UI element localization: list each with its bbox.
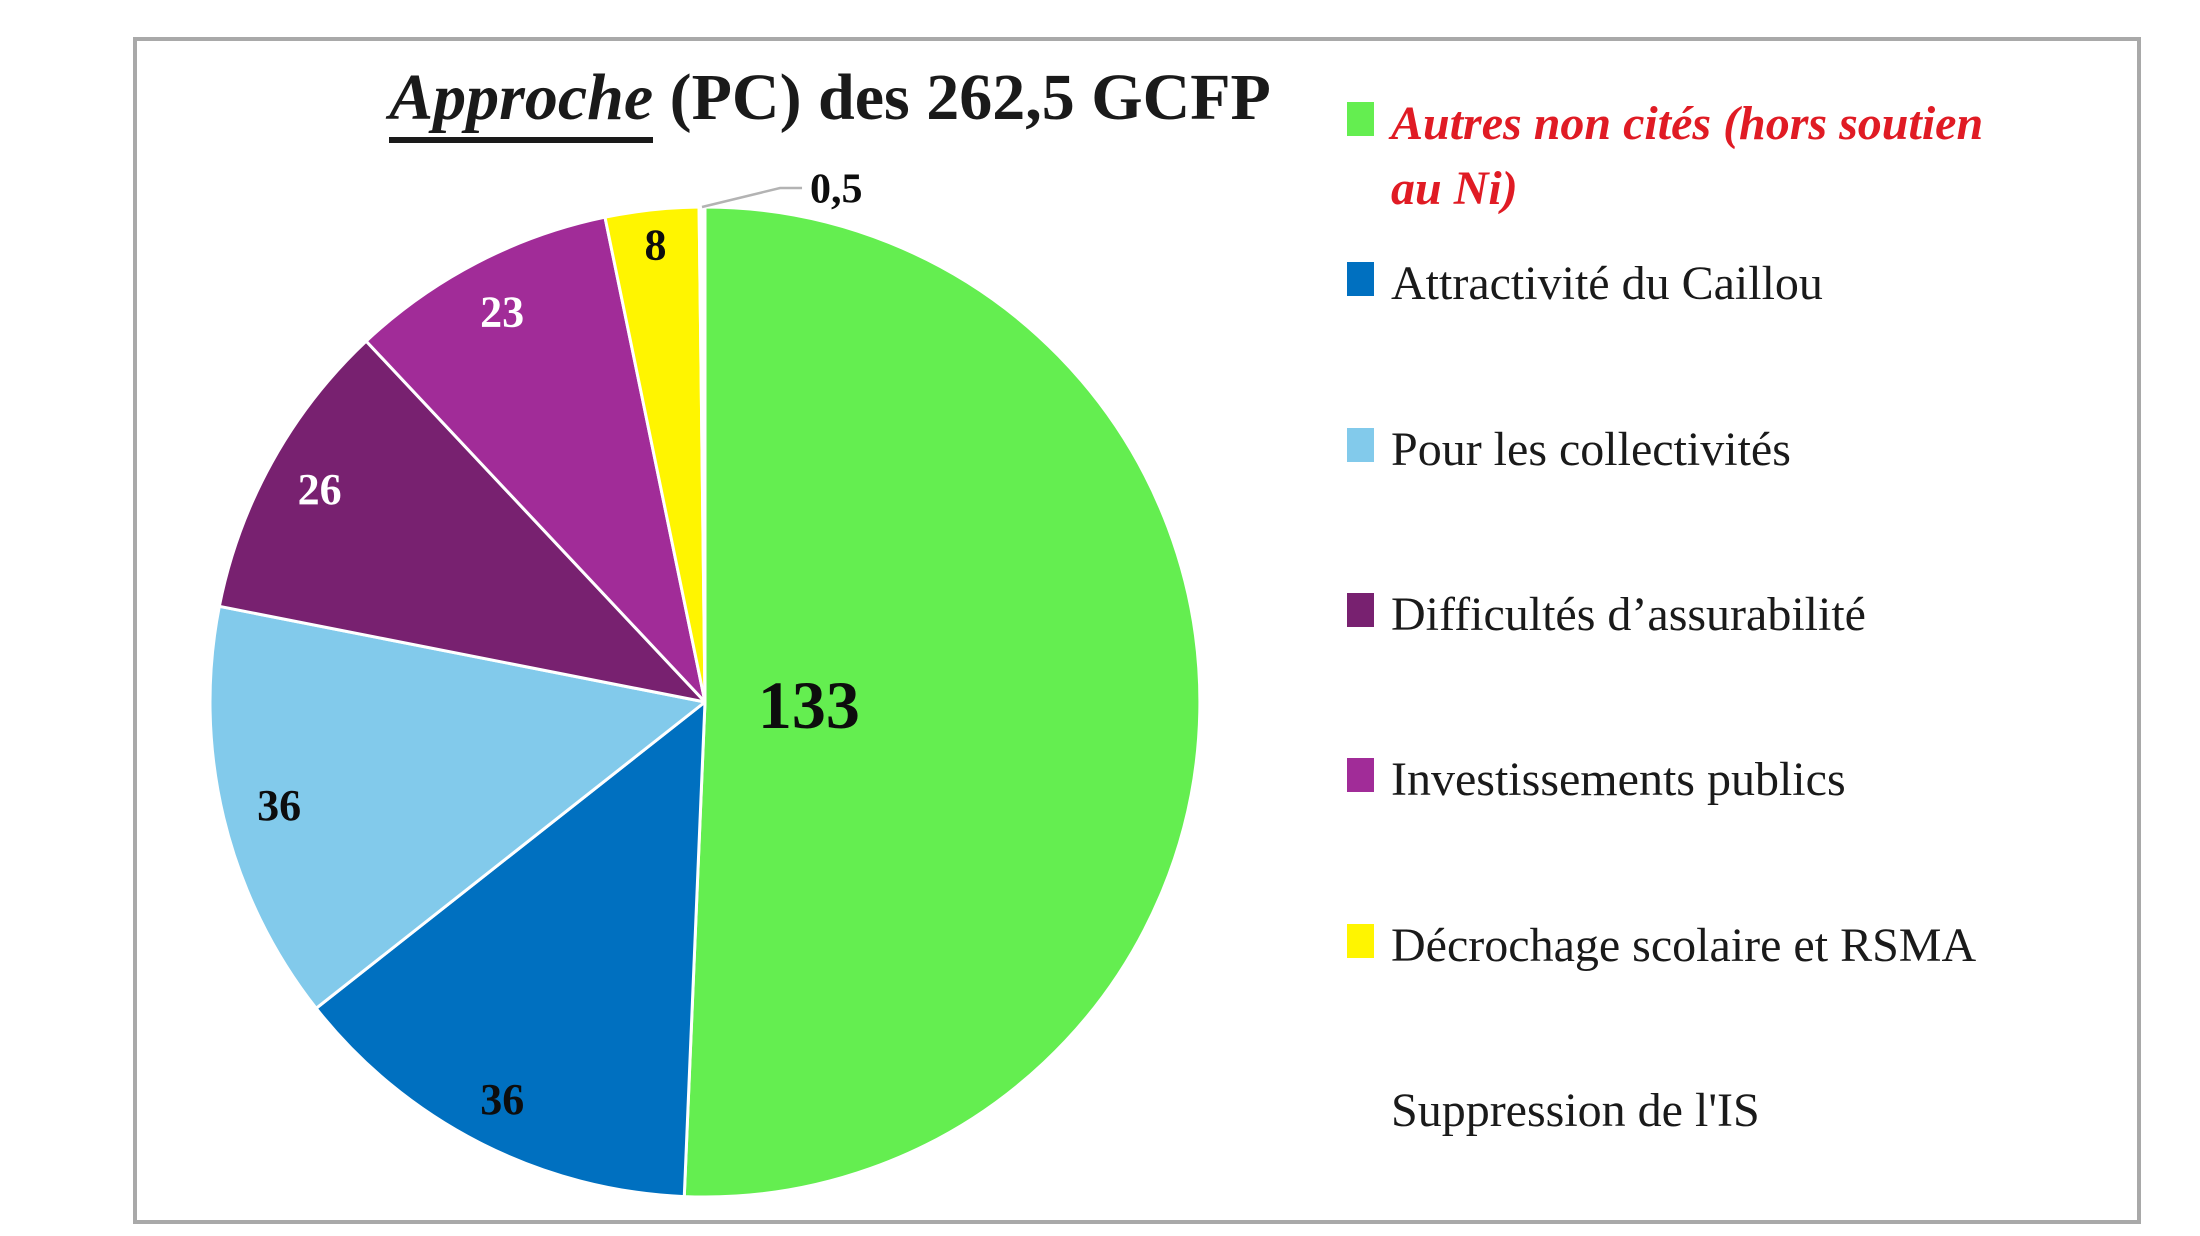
pie-slice-3 <box>217 339 707 704</box>
legend-swatch-6 <box>1347 1089 1374 1123</box>
title-emphasis: Approche <box>389 61 654 143</box>
legend-item-5: Décrochage scolaire et RSMA <box>1347 914 1976 979</box>
legend-item-label-3: Difficultés d’assurabilité <box>1391 588 1866 641</box>
slice-value-label-6: 0,5 <box>810 167 863 213</box>
title-rest: (PC) des 262,5 GCFP <box>653 61 1271 134</box>
legend-item-label-1: Attractivité du Caillou <box>1391 257 1823 310</box>
pie-slice-1 <box>314 700 707 1199</box>
slice-value-label-1: 36 <box>480 1075 524 1124</box>
pie-chart: 133 36 36 26 23 8 0,5 <box>208 167 1202 1199</box>
slice-value-label-5: 8 <box>645 221 667 270</box>
legend-swatch-0 <box>1347 102 1374 136</box>
legend-item-2: Pour les collectivités <box>1347 418 1791 483</box>
slice-value-label-0: 133 <box>758 667 860 743</box>
chart-title: Approche (PC) des 262,5 GCFP <box>230 60 1430 143</box>
legend: Autres non cités (hors soutien au Ni) Att… <box>1347 92 2147 1212</box>
pie-slice-4 <box>364 215 707 704</box>
legend-swatch-2 <box>1347 428 1374 462</box>
legend-swatch-4 <box>1347 758 1374 792</box>
legend-item-4: Investissements publics <box>1347 748 1846 813</box>
legend-swatch-3 <box>1347 593 1374 627</box>
slice-value-label-3: 26 <box>298 465 342 514</box>
legend-item-6: Suppression de l'IS <box>1347 1079 1760 1144</box>
slice-value-label-2: 36 <box>257 781 301 830</box>
legend-item-3: Difficultés d’assurabilité <box>1347 583 1866 648</box>
legend-item-label-4: Investissements publics <box>1391 753 1846 806</box>
pie-slice-2 <box>208 604 707 1010</box>
slice-value-label-4: 23 <box>480 287 524 336</box>
legend-item-1: Attractivité du Caillou <box>1347 252 1823 317</box>
pie-slice-0 <box>682 205 1202 1199</box>
legend-item-0: Autres non cités (hors soutien au Ni) <box>1347 92 1983 222</box>
legend-item-label-0: Autres non cités (hors soutien au Ni) <box>1391 97 1984 215</box>
legend-swatch-5 <box>1347 924 1374 958</box>
legend-item-label-6: Suppression de l'IS <box>1391 1084 1760 1137</box>
leader-line <box>701 186 803 209</box>
legend-item-label-5: Décrochage scolaire et RSMA <box>1391 919 1977 972</box>
legend-swatch-1 <box>1347 262 1374 296</box>
legend-item-label-2: Pour les collectivités <box>1391 423 1791 476</box>
